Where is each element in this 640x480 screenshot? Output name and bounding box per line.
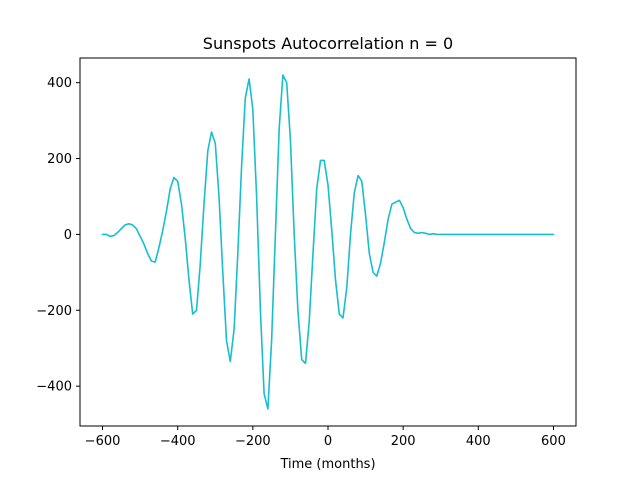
x-tick-label: 400 [466,434,491,449]
y-axis-ticks: −400 −200 0 200 400 [36,76,80,395]
x-tick-label: 600 [541,434,566,449]
plot-background [80,58,576,426]
y-tick-label: −200 [36,304,72,319]
x-tick-label: −200 [235,434,271,449]
x-axis-label: Time (months) [279,457,375,472]
y-tick-label: −400 [36,380,72,395]
y-tick-label: 200 [47,152,72,167]
y-tick-label: 0 [64,228,72,243]
x-tick-label: −400 [160,434,196,449]
series-line [101,74,555,410]
y-tick-label: 400 [47,76,72,91]
plot-area [79,57,577,427]
x-tick-label: −600 [85,434,121,449]
x-axis-ticks: −600 −400 −200 0 200 400 600 [85,426,566,449]
x-tick-label: 200 [391,434,416,449]
chart-title: Sunspots Autocorrelation n = 0 [203,34,453,53]
x-tick-label: 0 [324,434,332,449]
